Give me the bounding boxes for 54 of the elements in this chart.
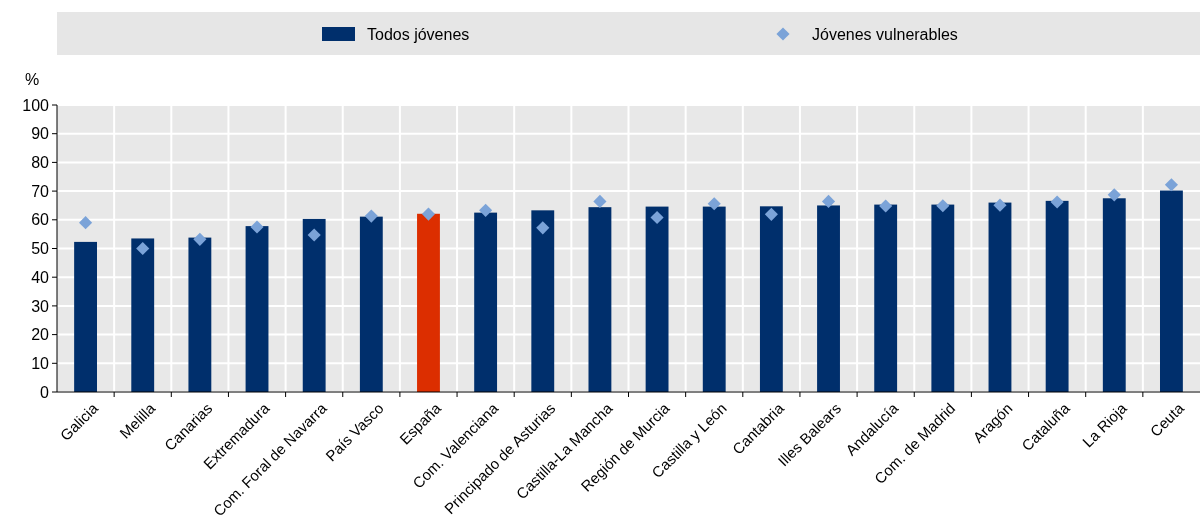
point: [421, 207, 436, 221]
y-tick-label: 20: [31, 326, 50, 344]
y-tick-label: 100: [22, 96, 50, 114]
point: [1164, 178, 1178, 192]
legend-label: Jóvenes vulnerables: [812, 26, 958, 43]
bar: [474, 212, 498, 392]
point: [993, 198, 1007, 212]
bar: [531, 210, 555, 392]
point: [136, 241, 150, 256]
point: [879, 199, 893, 213]
point: [250, 220, 264, 234]
bar: [188, 237, 212, 392]
bar: [1045, 200, 1069, 392]
point: [764, 207, 778, 221]
y-tick-label: 40: [31, 268, 50, 286]
point: [936, 199, 950, 213]
bar: [645, 206, 669, 392]
bar: [359, 216, 383, 392]
point: [1050, 195, 1064, 209]
bar: [588, 207, 612, 392]
bar: [1159, 190, 1183, 392]
y-tick-label: 30: [31, 297, 50, 315]
point: [650, 210, 664, 225]
y-tick-label: 50: [31, 240, 50, 258]
y-tick-label: 60: [31, 211, 50, 229]
bar: [74, 241, 98, 392]
bar: [1102, 198, 1126, 392]
y-axis-title: %: [24, 71, 40, 88]
bar: [817, 205, 840, 392]
bar: [759, 206, 783, 392]
point: [1107, 188, 1121, 202]
point: [79, 216, 93, 230]
bar: [131, 238, 155, 392]
point: [707, 197, 721, 211]
y-tick-label: 80: [31, 154, 50, 171]
bar: [931, 204, 955, 392]
bar: [702, 206, 726, 392]
point: [821, 194, 836, 208]
bar: [302, 218, 326, 392]
bar: [988, 202, 1012, 392]
y-tick-label: 70: [31, 182, 50, 200]
legend-label: Todos jóvenes: [367, 26, 470, 43]
point: [307, 228, 321, 242]
bar: [874, 204, 898, 392]
y-tick-label: 90: [31, 125, 50, 143]
point: [536, 221, 550, 235]
bar: [417, 213, 440, 392]
point: [193, 232, 207, 246]
point: [593, 194, 607, 208]
point: [479, 203, 493, 217]
bar: [245, 226, 269, 392]
y-tick-label: 0: [40, 383, 50, 401]
point: [364, 209, 378, 223]
y-tick-label: 10: [31, 354, 50, 372]
